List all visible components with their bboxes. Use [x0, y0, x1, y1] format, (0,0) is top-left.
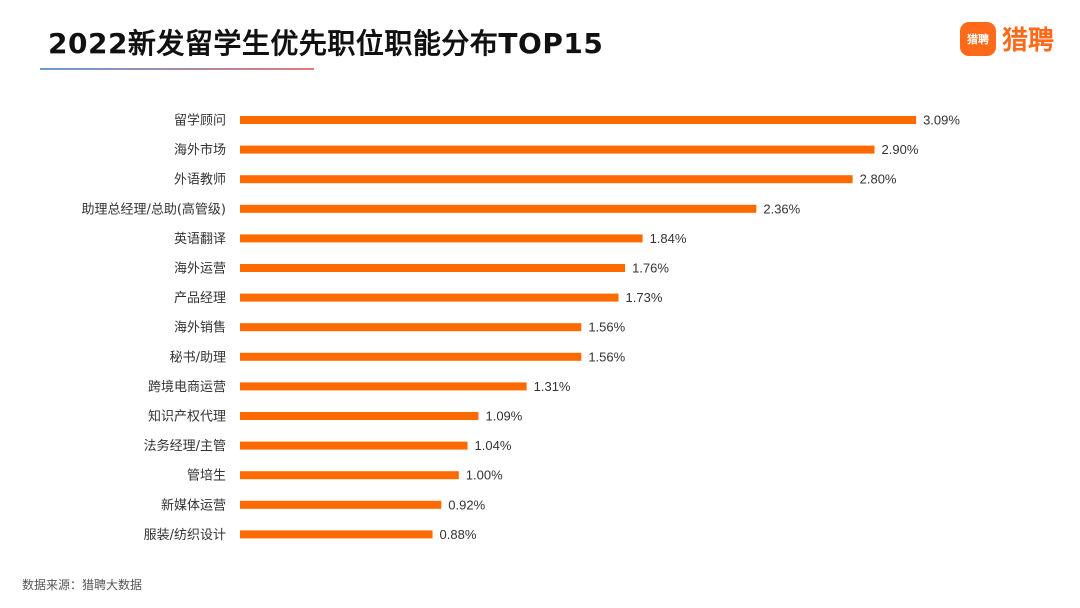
category-label: 服装/纺织设计 — [144, 528, 226, 543]
bar — [240, 234, 643, 243]
brand-name: 猎聘 — [1001, 26, 1054, 56]
data-source-note: 数据来源：猎聘大数据 — [22, 578, 143, 592]
title-underline — [40, 68, 314, 70]
page-title: 2022新发留学生优先职位职能分布TOP15 — [48, 27, 604, 60]
value-label: 0.92% — [448, 497, 485, 512]
bar — [240, 264, 626, 272]
category-label: 法务经理/主管 — [144, 438, 226, 454]
bar — [240, 382, 527, 391]
value-label: 1.09% — [485, 409, 522, 424]
value-label: 2.36% — [763, 201, 800, 216]
bar — [240, 530, 433, 539]
category-label: 管培生 — [187, 468, 226, 484]
liepin-logo-icon: 猎聘 — [959, 21, 996, 56]
bar — [240, 175, 853, 184]
value-label: 1.56% — [588, 349, 625, 364]
bar — [240, 441, 468, 450]
category-label: 英语翻译 — [174, 232, 226, 247]
category-label: 产品经理 — [174, 291, 226, 306]
value-label: 3.09% — [923, 113, 960, 128]
value-label: 1.31% — [534, 379, 571, 394]
value-label: 0.88% — [440, 527, 477, 542]
value-label: 1.04% — [475, 438, 512, 453]
category-label: 海外运营 — [174, 262, 226, 277]
value-label: 1.84% — [650, 231, 687, 246]
category-label: 知识产权代理 — [148, 409, 226, 425]
category-label: 留学顾问 — [174, 113, 226, 129]
bar — [240, 145, 875, 154]
value-label: 2.90% — [882, 142, 919, 157]
bar — [240, 471, 459, 480]
category-label: 跨境电商运营 — [148, 380, 226, 395]
category-label: 秘书/助理 — [170, 350, 226, 365]
bar — [240, 412, 479, 420]
bar — [240, 116, 917, 124]
bar — [240, 352, 582, 361]
bar — [240, 293, 619, 302]
value-label: 1.76% — [632, 261, 669, 276]
value-label: 1.56% — [588, 320, 625, 335]
category-label: 助理总经理/总助(高管级) — [81, 201, 226, 217]
category-label: 新媒体运营 — [161, 497, 226, 513]
brand-logo: 猎聘 猎聘 — [959, 20, 1054, 57]
bar — [240, 204, 757, 213]
category-label: 海外销售 — [174, 320, 226, 336]
bar — [240, 323, 582, 332]
category-label: 外语教师 — [174, 172, 226, 188]
category-label: 海外市场 — [174, 142, 226, 158]
value-label: 1.00% — [466, 468, 503, 483]
bar — [240, 500, 442, 509]
value-label: 1.73% — [626, 290, 663, 305]
value-label: 2.80% — [860, 172, 897, 187]
